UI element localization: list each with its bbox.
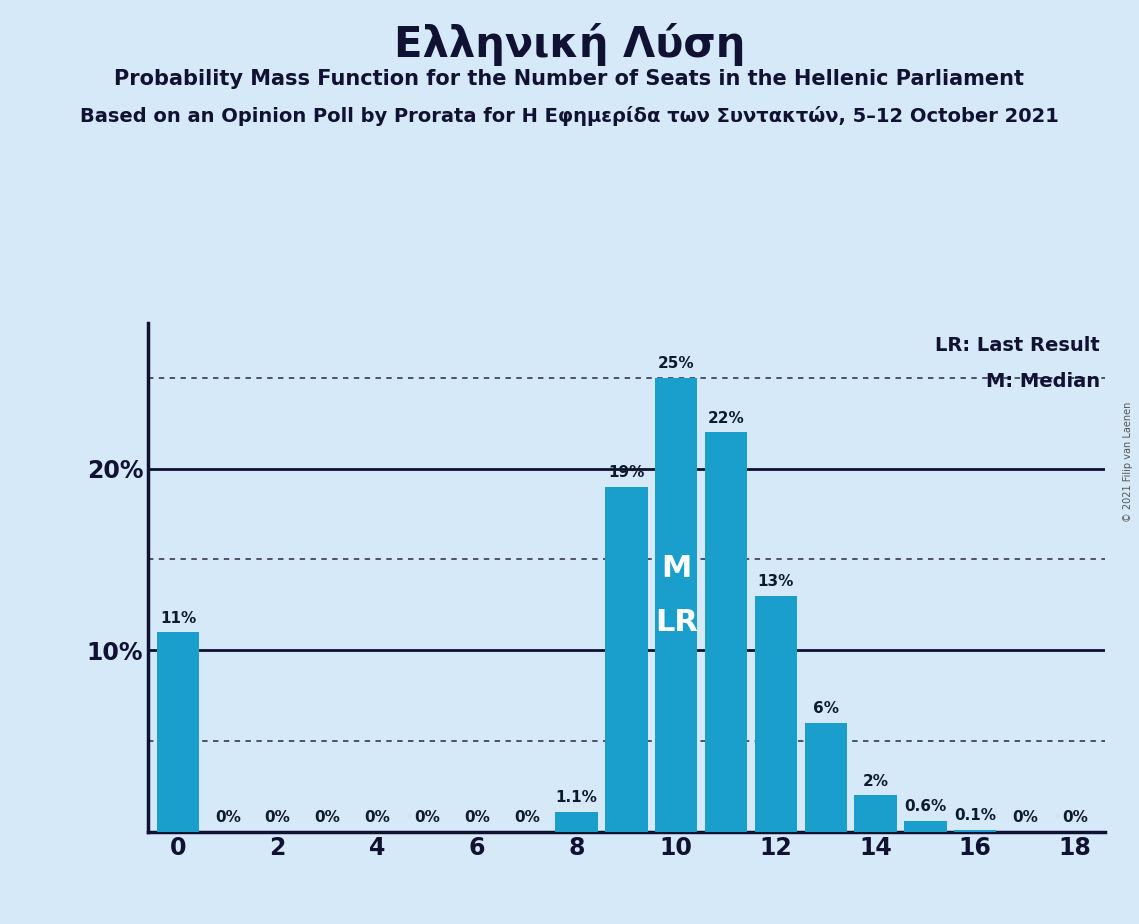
- Bar: [854, 796, 896, 832]
- Text: 0.1%: 0.1%: [954, 808, 997, 823]
- Text: LR: LR: [655, 608, 698, 638]
- Text: LR: Last Result: LR: Last Result: [935, 336, 1100, 355]
- Text: 13%: 13%: [757, 575, 794, 590]
- Bar: [904, 821, 947, 832]
- Text: 0%: 0%: [464, 810, 490, 825]
- Bar: [655, 378, 697, 832]
- Bar: [755, 596, 797, 832]
- Text: 11%: 11%: [159, 611, 196, 626]
- Text: 22%: 22%: [707, 411, 745, 426]
- Text: Probability Mass Function for the Number of Seats in the Hellenic Parliament: Probability Mass Function for the Number…: [115, 69, 1024, 90]
- Text: M: M: [661, 553, 691, 583]
- Text: 0%: 0%: [514, 810, 540, 825]
- Text: 0%: 0%: [364, 810, 391, 825]
- Text: 19%: 19%: [608, 466, 645, 480]
- Text: 1.1%: 1.1%: [556, 790, 598, 806]
- Bar: [954, 830, 997, 832]
- Text: Based on an Opinion Poll by Prorata for Η Εφημερίδα των Συντακτών, 5–12 October : Based on an Opinion Poll by Prorata for …: [80, 106, 1059, 127]
- Text: 25%: 25%: [658, 357, 695, 371]
- Bar: [157, 632, 199, 832]
- Text: 2%: 2%: [862, 774, 888, 789]
- Text: 6%: 6%: [813, 701, 838, 716]
- Bar: [605, 487, 648, 832]
- Text: M: Median: M: Median: [986, 371, 1100, 391]
- Text: 0%: 0%: [264, 810, 290, 825]
- Text: © 2021 Filip van Laenen: © 2021 Filip van Laenen: [1123, 402, 1133, 522]
- Text: 0%: 0%: [1013, 810, 1038, 825]
- Text: Ελληνική Λύση: Ελληνική Λύση: [394, 23, 745, 67]
- Bar: [705, 432, 747, 832]
- Text: 0.6%: 0.6%: [904, 799, 947, 814]
- Bar: [804, 723, 847, 832]
- Text: 0%: 0%: [415, 810, 440, 825]
- Text: 0%: 0%: [314, 810, 341, 825]
- Text: 0%: 0%: [215, 810, 240, 825]
- Bar: [556, 811, 598, 832]
- Text: 0%: 0%: [1062, 810, 1088, 825]
